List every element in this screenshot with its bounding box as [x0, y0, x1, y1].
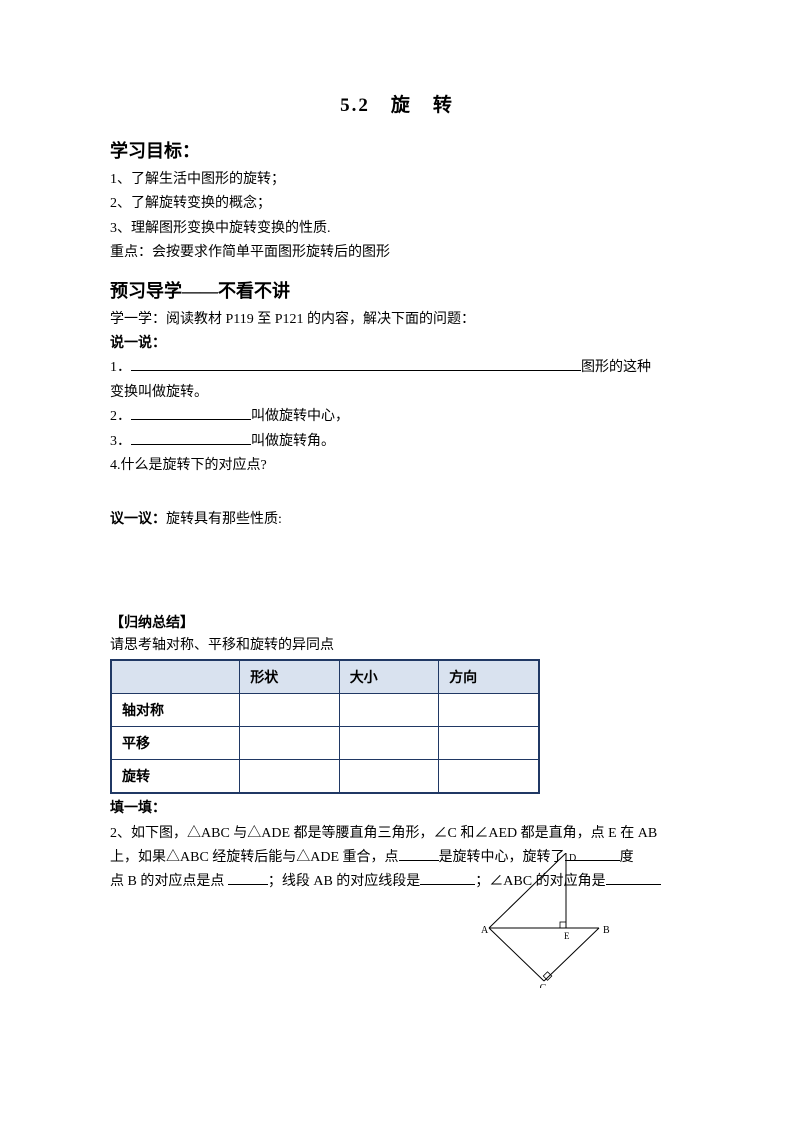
item3-prefix: 3． [110, 434, 131, 449]
label-b: B [603, 925, 610, 936]
diagram-svg: A B C D E [469, 853, 619, 988]
discuss-line: 议一议：旋转具有那些性质: [110, 509, 684, 531]
table-header-blank [111, 660, 240, 694]
table-cell [240, 694, 339, 727]
table-header-direction: 方向 [439, 660, 539, 694]
table-cell [439, 727, 539, 760]
goal-item-1: 1、了解生活中图形的旋转； [110, 169, 684, 191]
table-header-size: 大小 [339, 660, 438, 694]
talk-item-4: 4.什么是旋转下的对应点? [110, 455, 684, 477]
discuss-text: 旋转具有那些性质: [166, 512, 282, 527]
blank-point [228, 871, 268, 885]
table-header-shape: 形状 [240, 660, 339, 694]
summary-heading: 【归纳总结】 [110, 612, 684, 632]
fill-line-1: 2、如下图，△ABC 与△ADE 都是等腰直角三角形，∠C 和∠AED 都是直角… [110, 822, 684, 846]
preview-heading: 预习导学——不看不讲 [110, 277, 684, 303]
item2-prefix: 2． [110, 409, 131, 424]
fill-l2-end: 度 [620, 850, 634, 865]
table-cell [439, 760, 539, 794]
page-title: 5.2 旋 转 [110, 90, 684, 117]
triangle-diagram: A B C D E [469, 853, 619, 983]
fill-heading: 填一填： [110, 798, 684, 820]
talk-heading: 说一说： [110, 333, 684, 355]
blank-segment [420, 871, 475, 885]
learning-goals-heading: 学习目标： [110, 137, 684, 163]
fill-l2-pre: 上，如果△ABC 经旋转后能与△ADE 重合，点 [110, 850, 399, 865]
label-d: D [569, 853, 576, 864]
table-row-1: 轴对称 [111, 694, 240, 727]
talk-item-2: 2． 叫做旋转中心， [110, 406, 684, 428]
fill-l3-pre: 点 B 的对应点是点 [110, 874, 228, 889]
talk-item-1: 1． 图形的这种 [110, 357, 684, 379]
item1-suffix: 图形的这种 [581, 360, 651, 375]
talk-item-1-cont: 变换叫做旋转。 [110, 382, 684, 404]
item3-suffix: 叫做旋转角。 [251, 434, 335, 449]
talk-item-3: 3． 叫做旋转角。 [110, 431, 684, 453]
table-cell [339, 694, 438, 727]
summary-intro: 请思考轴对称、平移和旋转的异同点 [110, 635, 684, 657]
blank-2 [131, 406, 251, 420]
goal-item-4: 重点：会按要求作简单平面图形旋转后的图形 [110, 242, 684, 264]
goal-item-2: 2、了解旋转变换的概念； [110, 193, 684, 215]
fill-l3-mid: ；线段 AB 的对应线段是 [268, 874, 420, 889]
item1-prefix: 1． [110, 360, 131, 375]
blank-3 [131, 431, 251, 445]
table-cell [240, 727, 339, 760]
discuss-heading: 议一议： [110, 512, 166, 527]
label-e: E [564, 931, 570, 941]
label-c: C [540, 983, 547, 988]
blank-center [399, 847, 439, 861]
blank-1 [131, 357, 581, 371]
preview-intro: 学一学：阅读教材 P119 至 P121 的内容，解决下面的问题： [110, 309, 684, 331]
table-row-2: 平移 [111, 727, 240, 760]
item2-suffix: 叫做旋转中心， [251, 409, 349, 424]
label-a: A [481, 925, 489, 936]
goal-item-3: 3、理解图形变换中旋转变换的性质. [110, 218, 684, 240]
table-cell [339, 727, 438, 760]
table-cell [339, 760, 438, 794]
comparison-table: 形状 大小 方向 轴对称 平移 旋转 [110, 659, 540, 794]
table-cell [240, 760, 339, 794]
table-row-3: 旋转 [111, 760, 240, 794]
table-cell [439, 694, 539, 727]
